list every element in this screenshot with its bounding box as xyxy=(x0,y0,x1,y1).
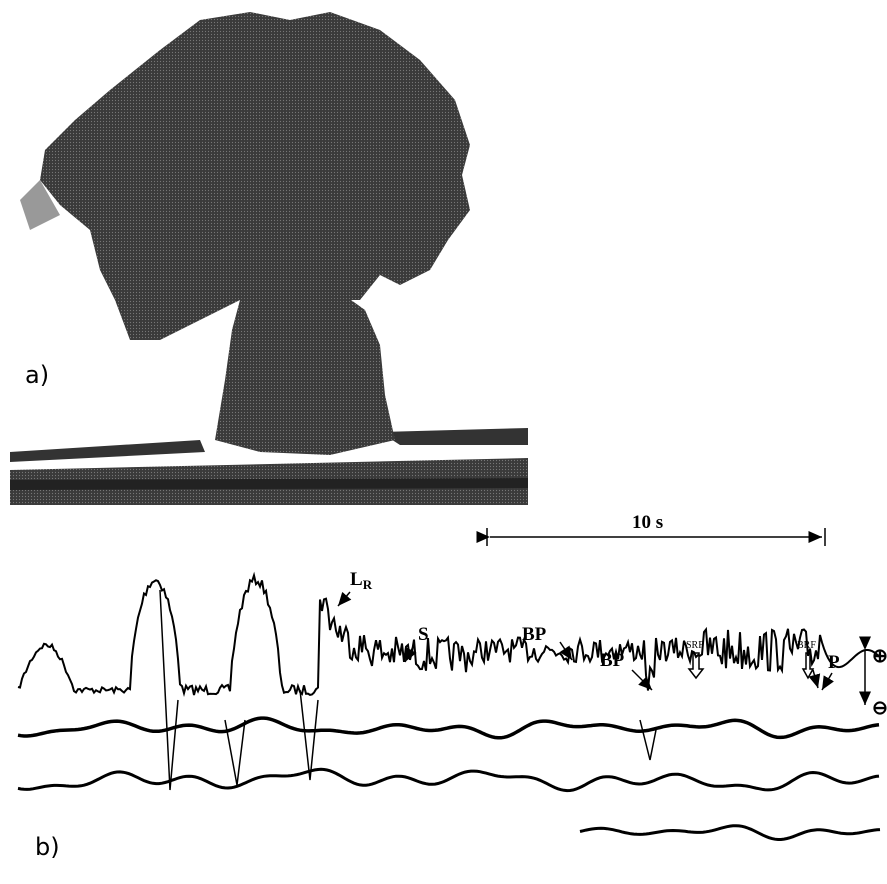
annotation: BRF xyxy=(797,640,816,651)
annotation: P xyxy=(828,652,840,673)
panel-label: a) xyxy=(25,361,49,389)
annotation: S xyxy=(418,624,429,645)
annotation: R xyxy=(363,577,373,592)
photo xyxy=(10,8,528,505)
annotation: ⊖ xyxy=(872,698,887,719)
annotation: SRF xyxy=(686,640,704,651)
trace xyxy=(17,716,880,740)
trace xyxy=(17,571,881,697)
annotation: L xyxy=(350,569,363,590)
scale-label: 10 s xyxy=(632,512,663,533)
trace xyxy=(159,589,657,791)
arrows xyxy=(337,591,871,705)
scale-bar xyxy=(476,528,826,546)
annotation: LR xyxy=(350,569,373,592)
trace xyxy=(579,824,881,841)
annotation: ⊕ xyxy=(872,646,887,667)
seismogram xyxy=(17,571,881,841)
annotation: BP xyxy=(522,624,547,645)
trace xyxy=(17,767,880,793)
panel-label: b) xyxy=(35,833,60,861)
annotation: BP xyxy=(600,650,625,671)
